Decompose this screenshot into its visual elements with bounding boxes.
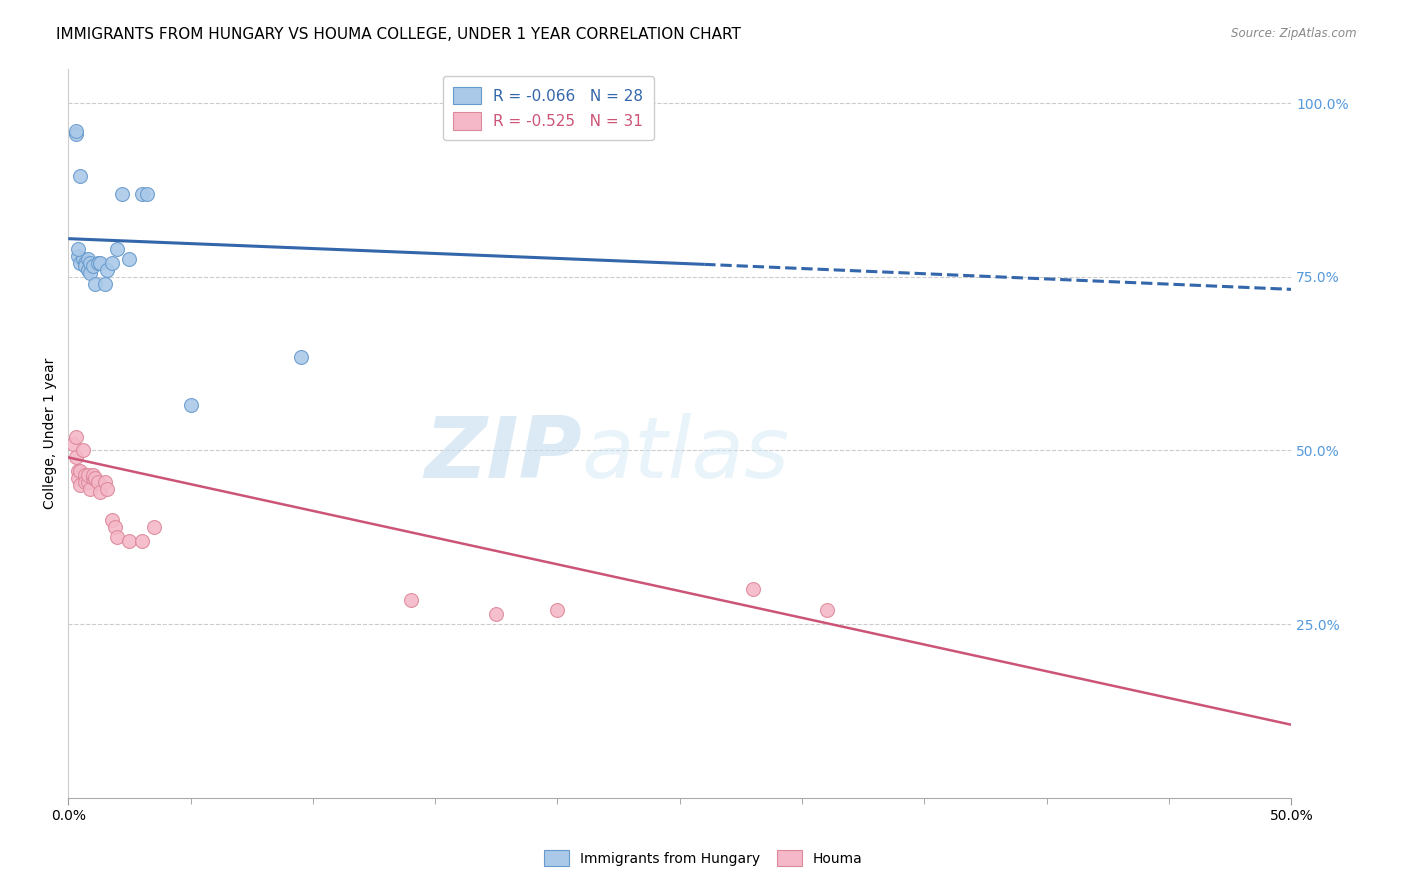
Point — [135, 186, 157, 201]
Point — [449, 124, 471, 138]
Point — [65, 128, 87, 142]
Point — [75, 256, 97, 270]
Point — [66, 249, 89, 263]
Point — [79, 266, 101, 280]
Point — [485, 607, 508, 621]
Text: atlas: atlas — [582, 414, 790, 497]
Point — [82, 471, 104, 485]
Point — [96, 263, 118, 277]
Point — [546, 603, 568, 617]
Point — [101, 513, 124, 527]
Point — [65, 124, 87, 138]
Point — [69, 478, 91, 492]
Point — [66, 464, 89, 478]
Point — [118, 252, 141, 267]
Point — [104, 520, 127, 534]
Point — [76, 475, 98, 489]
Point — [180, 398, 202, 412]
Point — [89, 485, 111, 500]
Point — [89, 256, 111, 270]
Point — [84, 471, 107, 485]
Point — [131, 186, 153, 201]
Point — [105, 530, 128, 544]
Point — [69, 464, 91, 478]
Point — [75, 467, 97, 482]
Point — [82, 467, 104, 482]
Point — [94, 475, 117, 489]
Legend: R = -0.066   N = 28, R = -0.525   N = 31: R = -0.066 N = 28, R = -0.525 N = 31 — [443, 76, 654, 140]
Point — [79, 256, 101, 270]
Point — [65, 450, 87, 465]
Point — [76, 263, 98, 277]
Point — [399, 592, 422, 607]
Point — [76, 467, 98, 482]
Point — [79, 482, 101, 496]
Point — [69, 169, 91, 183]
Point — [290, 350, 312, 364]
Point — [82, 260, 104, 274]
Point — [72, 252, 94, 267]
Point — [131, 533, 153, 548]
Point — [142, 520, 165, 534]
Point — [66, 242, 89, 256]
Point — [75, 475, 97, 489]
Point — [65, 429, 87, 443]
Point — [742, 582, 765, 597]
Point — [111, 186, 134, 201]
Point — [72, 443, 94, 458]
Y-axis label: College, Under 1 year: College, Under 1 year — [44, 358, 58, 508]
Text: ZIP: ZIP — [425, 414, 582, 497]
Point — [105, 242, 128, 256]
Point — [815, 603, 838, 617]
Text: IMMIGRANTS FROM HUNGARY VS HOUMA COLLEGE, UNDER 1 YEAR CORRELATION CHART: IMMIGRANTS FROM HUNGARY VS HOUMA COLLEGE… — [56, 27, 741, 42]
Point — [69, 256, 91, 270]
Point — [86, 475, 108, 489]
Point — [66, 471, 89, 485]
Text: Source: ZipAtlas.com: Source: ZipAtlas.com — [1232, 27, 1357, 40]
Legend: Immigrants from Hungary, Houma: Immigrants from Hungary, Houma — [536, 842, 870, 874]
Point — [94, 277, 117, 291]
Point — [118, 533, 141, 548]
Point — [96, 482, 118, 496]
Point — [86, 256, 108, 270]
Point — [84, 277, 107, 291]
Point — [76, 252, 98, 267]
Point — [62, 436, 84, 450]
Point — [75, 260, 97, 274]
Point — [101, 256, 124, 270]
